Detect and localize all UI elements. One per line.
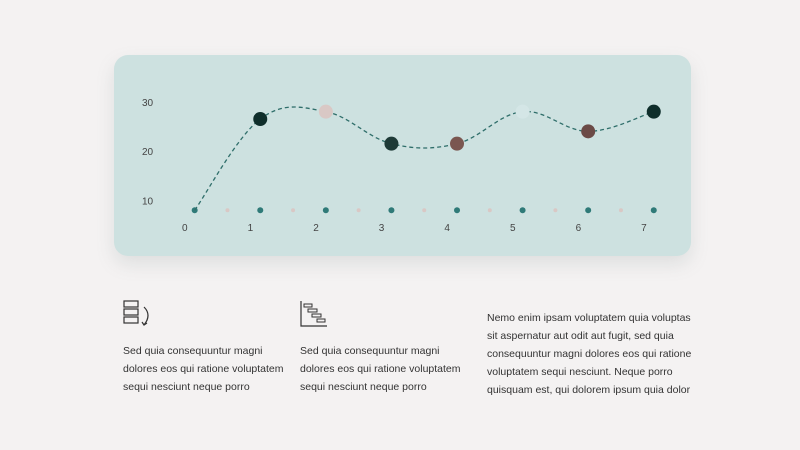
text-line: sequi nesciunt neque porro: [300, 381, 427, 393]
x-tick-label: 1: [248, 223, 254, 234]
data-point: [450, 136, 465, 151]
baseline-minor-dot: [356, 208, 361, 213]
text-line: quisquam est, qui dolorem ipsum quia dol…: [487, 384, 691, 396]
data-point: [253, 112, 268, 127]
baseline-dot: [257, 207, 264, 214]
baseline-minor-dot: [487, 208, 492, 213]
text-line: sequi nesciunt neque porro: [123, 381, 250, 393]
x-tick-label: 3: [379, 223, 385, 234]
y-tick-label: 10: [142, 196, 154, 207]
y-tick-label: 30: [142, 98, 154, 109]
text-block-2: Sed quia consequuntur magni dolores eos q…: [300, 342, 470, 396]
data-point: [646, 104, 661, 119]
x-tick-label: 5: [510, 223, 516, 234]
text-block-1: Sed quia consequuntur magni dolores eos q…: [123, 342, 293, 396]
baseline-minor-dot: [291, 208, 296, 213]
x-tick-label: 6: [576, 223, 582, 234]
text-block-3: Nemo enim ipsam voluptatem quia voluptas…: [487, 309, 697, 399]
baseline-dot: [388, 207, 395, 214]
baseline-dot: [585, 207, 592, 214]
baseline-dot: [519, 207, 526, 214]
data-point: [515, 104, 530, 119]
x-tick-label: 4: [444, 223, 450, 234]
text-line: voluptatem sequi nesciunt. Neque porro: [487, 366, 673, 378]
baseline-minor-dot: [618, 208, 623, 213]
data-point: [581, 124, 596, 139]
x-tick-label: 7: [641, 223, 647, 234]
baseline-dot: [650, 207, 657, 214]
text-line: Sed quia consequuntur magni: [300, 345, 440, 357]
x-tick-label: 0: [182, 223, 188, 234]
baseline-minor-dot: [225, 208, 230, 213]
baseline-dot: [454, 207, 461, 214]
x-tick-label: 2: [313, 223, 319, 234]
data-point: [384, 136, 399, 151]
text-line: sit aspernatur aut odit aut fugit, sed q…: [487, 330, 674, 342]
text-line: Nemo enim ipsam voluptatem quia voluptas: [487, 312, 691, 324]
chart-card: 10 20 30 0 1 2 3 4 5 6 7: [114, 55, 691, 256]
text-line: consequuntur magni dolores eos qui ratio…: [487, 348, 692, 360]
baseline-minor-dot: [422, 208, 427, 213]
text-line: dolores eos qui ratione voluptatem: [300, 363, 461, 375]
gantt-chart-icon: [299, 299, 329, 329]
y-tick-label: 20: [142, 147, 154, 158]
stacked-bars-icon: [122, 299, 154, 329]
data-point: [318, 104, 333, 119]
baseline-minor-dot: [553, 208, 558, 213]
text-line: Sed quia consequuntur magni: [123, 345, 263, 357]
baseline-dot: [322, 207, 329, 214]
line-chart: 10 20 30 0 1 2 3 4 5 6 7: [142, 98, 661, 234]
text-line: dolores eos qui ratione voluptatem: [123, 363, 284, 375]
